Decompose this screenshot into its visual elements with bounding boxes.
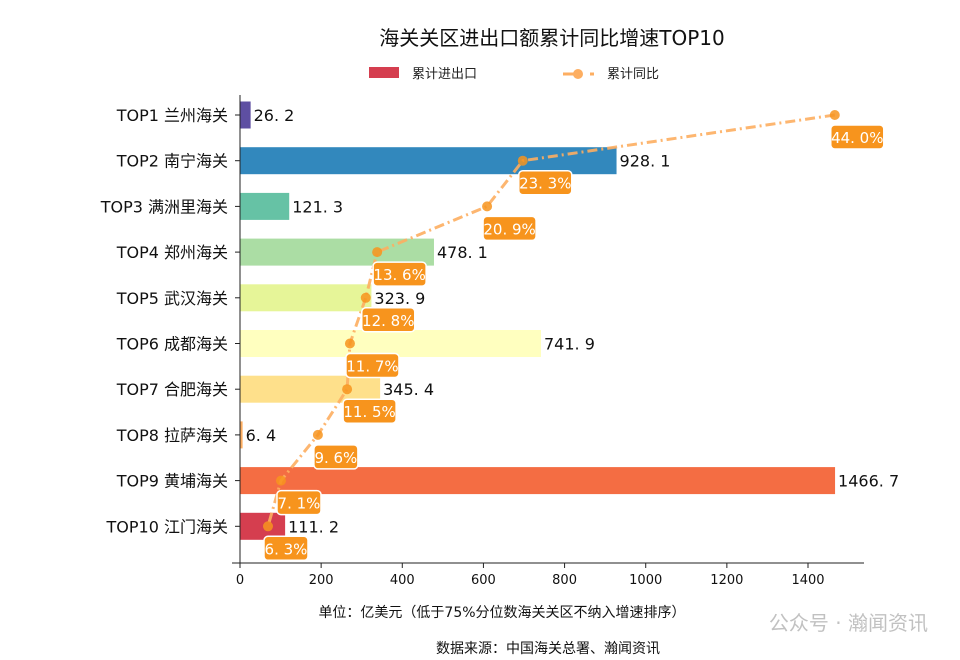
x-axis-label: 单位：亿美元（低于75%分位数海关关区不纳入增速排序） [318, 605, 685, 621]
yoy-label: 11. 5% [343, 403, 395, 421]
yoy-label-box [313, 444, 359, 470]
x-tick-label: 400 [390, 573, 415, 588]
yoy-point [360, 292, 371, 303]
legend-label-bar: 累计进出口 [412, 67, 477, 82]
category-label: TOP1 兰州海关 [116, 106, 228, 125]
yoy-label-box [372, 261, 427, 287]
x-tick-label: 800 [552, 573, 577, 588]
yoy-label: 12. 8% [362, 312, 414, 330]
yoy-label-box [345, 352, 400, 379]
x-tick-label: 1400 [791, 573, 824, 588]
x-tick-label: 0 [236, 573, 244, 588]
yoy-line [266, 113, 835, 527]
bar [240, 330, 541, 357]
yoy-label: 11. 7% [346, 358, 398, 376]
legend-marker [573, 69, 583, 79]
yoy-label: 6. 3% [265, 540, 308, 558]
yoy-label: 44. 0% [831, 129, 883, 147]
category-label: TOP5 武汉海关 [116, 289, 228, 308]
category-label: TOP8 拉萨海关 [116, 426, 228, 445]
yoy-point [262, 521, 273, 532]
bar [240, 192, 290, 220]
category-label: TOP2 南宁海关 [116, 152, 228, 171]
yoy-label-box [830, 124, 885, 150]
legend: 累计进出口 累计同比 [369, 67, 659, 82]
bar [240, 421, 243, 449]
yoy-label-box [342, 398, 397, 424]
source-note: 数据来源：中国海关总署、瀚闻资讯 [436, 641, 660, 657]
bar [240, 512, 286, 540]
category-label: TOP7 合肥海关 [116, 380, 228, 399]
bar-value-label: 1466. 7 [838, 472, 899, 491]
category-label: TOP6 成都海关 [116, 335, 228, 354]
yoy-label: 13. 6% [373, 266, 425, 284]
yoy-point [342, 384, 353, 395]
bar [240, 101, 251, 129]
bar [240, 467, 836, 495]
bar [240, 375, 381, 403]
yoy-point [275, 475, 286, 486]
yoy-point [372, 247, 383, 258]
watermark: 公众号 · 瀚闻资讯 [769, 611, 928, 635]
category-label: TOP10 江门海关 [106, 517, 228, 536]
x-tick-label: 600 [471, 573, 496, 588]
yoy-label-box [518, 169, 573, 196]
x-tick-label: 1200 [710, 573, 743, 588]
x-tick-label: 200 [309, 573, 334, 588]
yoy-label: 23. 3% [519, 175, 571, 193]
category-label: TOP3 满洲里海关 [100, 197, 228, 216]
yoy-label: 9. 6% [314, 449, 357, 467]
yoy-point [312, 429, 323, 440]
yoy-label: 20. 9% [483, 220, 535, 238]
bar-value-label: 6. 4 [246, 426, 277, 445]
bar-value-label: 26. 2 [254, 106, 295, 125]
yoy-label-box [361, 307, 416, 333]
bar-value-label: 111. 2 [288, 517, 339, 536]
bar [240, 284, 372, 312]
yoy-point [517, 155, 528, 166]
bar-value-label: 478. 1 [437, 243, 488, 262]
yoy-label-box [276, 489, 322, 516]
bar-value-label: 345. 4 [383, 380, 434, 399]
yoy-label-box [482, 215, 537, 242]
legend-label-line: 累计同比 [607, 67, 659, 82]
bar-value-label: 741. 9 [544, 335, 595, 354]
yoy-point [344, 338, 355, 349]
bar [240, 147, 617, 175]
yoy-label-box [263, 535, 309, 562]
category-label: TOP4 郑州海关 [116, 243, 228, 262]
bar-value-label: 121. 3 [292, 197, 343, 216]
yoy-label: 7. 1% [278, 495, 321, 513]
category-label: TOP9 黄埔海关 [116, 472, 228, 491]
yoy-point [829, 110, 840, 120]
chart-title: 海关关区进出口额累计同比增速TOP10 [379, 26, 724, 50]
yoy-point [482, 201, 493, 212]
legend-swatch-bar [369, 67, 399, 78]
x-tick-label: 1000 [629, 573, 662, 588]
bar-value-label: 928. 1 [620, 152, 671, 171]
bar-value-label: 323. 9 [374, 289, 425, 308]
